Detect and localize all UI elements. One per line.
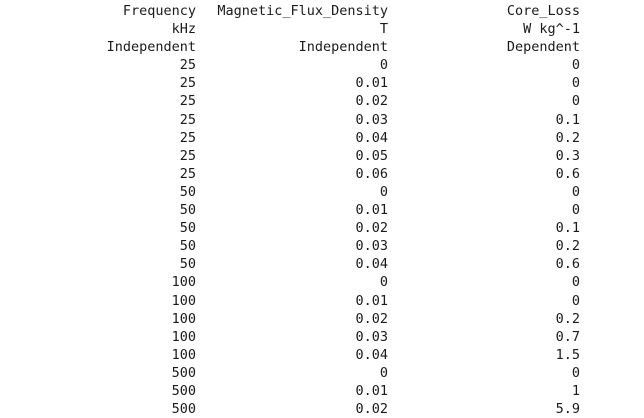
- table-row: 25 0.06 0.6: [0, 165, 580, 183]
- cell-frequency: 500: [171, 364, 196, 381]
- header-row-roles: Independent Independent Dependent: [0, 38, 580, 56]
- cell-magnetic-flux-density: 0.04: [355, 256, 388, 273]
- cell-magnetic-flux-density: 0.03: [355, 328, 388, 345]
- cell-frequency: 50: [179, 202, 196, 219]
- cell-frequency: 100: [171, 346, 196, 363]
- column-unit-core-loss: W kg^-1: [523, 21, 580, 38]
- cell-core-loss: 0.7: [555, 328, 580, 345]
- table-row: 100 0.04 1.5: [0, 346, 580, 364]
- table-row: 25 0.04 0.2: [0, 129, 580, 147]
- table-row: 25 0.01 0: [0, 74, 580, 92]
- cell-core-loss: 0: [571, 292, 580, 309]
- cell-core-loss: 5.9: [555, 401, 580, 418]
- cell-frequency: 50: [179, 256, 196, 273]
- cell-core-loss: 0: [571, 364, 580, 381]
- cell-core-loss: 0.1: [555, 111, 580, 128]
- table-row: 500 0.02 5.9: [0, 400, 580, 418]
- table-body: 25 0 0 25 0.01 0 25 0.02 0 25 0.03 0.1 25 0.04 0.2 25 0.…: [0, 56, 580, 418]
- cell-magnetic-flux-density: 0.01: [355, 292, 388, 309]
- cell-core-loss: 0: [571, 274, 580, 291]
- cell-core-loss: 0.2: [555, 310, 580, 327]
- cell-core-loss: 1.5: [555, 346, 580, 363]
- cell-magnetic-flux-density: 0.06: [355, 165, 388, 182]
- cell-frequency: 100: [171, 274, 196, 291]
- column-name-magnetic-flux-density: Magnetic_Flux_Density: [217, 3, 388, 19]
- cell-frequency: 25: [179, 165, 196, 182]
- cell-magnetic-flux-density: 0.03: [355, 111, 388, 128]
- table-row: 50 0.04 0.6: [0, 255, 580, 273]
- cell-magnetic-flux-density: 0.01: [355, 202, 388, 219]
- cell-frequency: 25: [179, 93, 196, 110]
- cell-frequency: 25: [179, 111, 196, 128]
- table-row: 50 0.02 0.1: [0, 219, 580, 237]
- cell-core-loss: 0.3: [555, 147, 580, 164]
- cell-core-loss: 0: [571, 202, 580, 219]
- cell-core-loss: 1: [571, 382, 580, 399]
- cell-frequency: 500: [171, 382, 196, 399]
- column-role-core-loss: Dependent: [506, 39, 580, 56]
- cell-core-loss: 0.6: [555, 256, 580, 273]
- cell-frequency: 25: [179, 147, 196, 164]
- table-row: 25 0 0: [0, 56, 580, 74]
- table-row: 50 0 0: [0, 183, 580, 201]
- table-row: 25 0.05 0.3: [0, 147, 580, 165]
- cell-core-loss: 0: [571, 57, 580, 74]
- cell-frequency: 50: [179, 238, 196, 255]
- cell-frequency: 50: [179, 220, 196, 237]
- cell-frequency: 100: [171, 328, 196, 345]
- table-row: 500 0.01 1: [0, 382, 580, 400]
- data-table: Frequency Magnetic_Flux_Density Core_Los…: [0, 2, 580, 418]
- cell-frequency: 25: [179, 57, 196, 74]
- cell-magnetic-flux-density: 0.02: [355, 93, 388, 110]
- table-row: 100 0 0: [0, 273, 580, 291]
- column-role-frequency: Independent: [106, 39, 196, 56]
- cell-frequency: 25: [179, 129, 196, 146]
- table-row: 500 0 0: [0, 364, 580, 382]
- cell-magnetic-flux-density: 0.04: [355, 129, 388, 146]
- cell-magnetic-flux-density: 0.01: [355, 382, 388, 399]
- column-unit-frequency: kHz: [171, 21, 196, 38]
- cell-magnetic-flux-density: 0.02: [355, 220, 388, 237]
- cell-magnetic-flux-density: 0: [379, 364, 388, 381]
- cell-core-loss: 0: [571, 93, 580, 110]
- cell-core-loss: 0: [571, 75, 580, 92]
- cell-magnetic-flux-density: 0.03: [355, 238, 388, 255]
- cell-frequency: 500: [171, 401, 196, 418]
- cell-core-loss: 0.6: [555, 165, 580, 182]
- cell-magnetic-flux-density: 0.05: [355, 147, 388, 164]
- table-row: 25 0.03 0.1: [0, 111, 580, 129]
- column-name-frequency: Frequency: [122, 3, 196, 19]
- cell-frequency: 25: [179, 75, 196, 92]
- cell-core-loss: 0.2: [555, 129, 580, 146]
- cell-core-loss: 0: [571, 183, 580, 200]
- column-role-magnetic-flux-density: Independent: [298, 39, 388, 56]
- header-row-names: Frequency Magnetic_Flux_Density Core_Los…: [0, 2, 580, 20]
- cell-magnetic-flux-density: 0: [379, 57, 388, 74]
- table-row: 50 0.03 0.2: [0, 237, 580, 255]
- cell-magnetic-flux-density: 0.01: [355, 75, 388, 92]
- cell-magnetic-flux-density: 0.02: [355, 401, 388, 418]
- column-name-core-loss: Core_Loss: [506, 3, 580, 19]
- header-row-units: kHz T W kg^-1: [0, 20, 580, 38]
- cell-core-loss: 0.2: [555, 238, 580, 255]
- cell-magnetic-flux-density: 0: [379, 183, 388, 200]
- cell-magnetic-flux-density: 0: [379, 274, 388, 291]
- table-row: 25 0.02 0: [0, 92, 580, 110]
- table-row: 100 0.02 0.2: [0, 310, 580, 328]
- column-unit-magnetic-flux-density: T: [379, 21, 388, 38]
- cell-core-loss: 0.1: [555, 220, 580, 237]
- cell-magnetic-flux-density: 0.02: [355, 310, 388, 327]
- cell-frequency: 50: [179, 183, 196, 200]
- cell-magnetic-flux-density: 0.04: [355, 346, 388, 363]
- table-row: 100 0.03 0.7: [0, 328, 580, 346]
- table-row: 50 0.01 0: [0, 201, 580, 219]
- cell-frequency: 100: [171, 292, 196, 309]
- table-row: 100 0.01 0: [0, 292, 580, 310]
- cell-frequency: 100: [171, 310, 196, 327]
